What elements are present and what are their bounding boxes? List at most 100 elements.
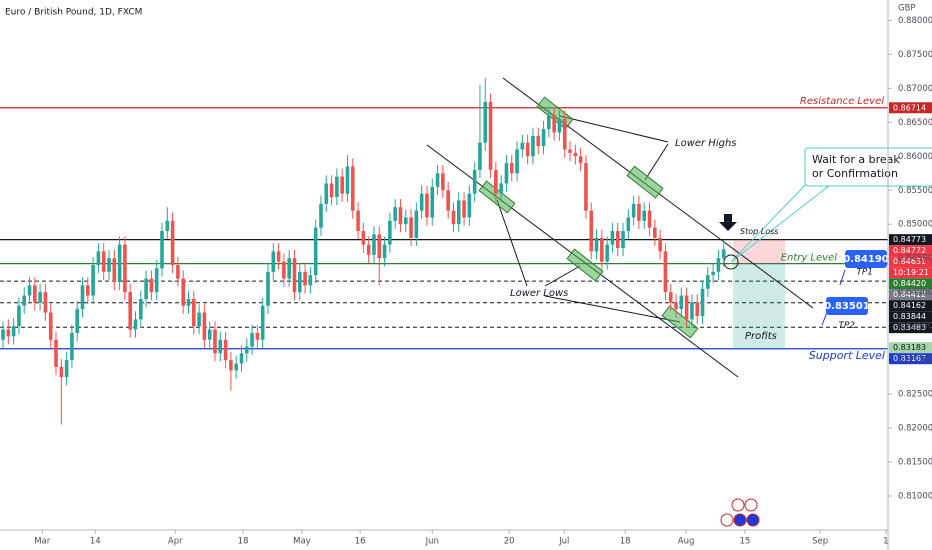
candle-body bbox=[568, 149, 572, 153]
candle-body bbox=[668, 292, 673, 303]
price-label: 0.83483 bbox=[893, 323, 926, 332]
level-name: Support Level bbox=[809, 349, 885, 362]
candle-body bbox=[255, 332, 260, 340]
candle-body bbox=[600, 237, 604, 262]
candle-body bbox=[467, 193, 472, 218]
trend-line bbox=[544, 295, 681, 323]
candle-body bbox=[239, 353, 244, 364]
candle-body bbox=[11, 326, 16, 337]
candle-body bbox=[658, 237, 662, 252]
price-label: 0.84162 bbox=[893, 301, 926, 310]
candle-body bbox=[207, 329, 212, 340]
candle-body bbox=[191, 298, 196, 327]
candle-body bbox=[647, 210, 652, 228]
candle-body bbox=[435, 173, 440, 187]
candle-body bbox=[621, 231, 625, 249]
candle-body bbox=[154, 268, 159, 293]
price-label-box bbox=[889, 289, 932, 301]
candle-body bbox=[80, 285, 85, 310]
candle-body bbox=[409, 217, 413, 238]
candle-body bbox=[626, 217, 631, 232]
candle-body bbox=[711, 271, 715, 276]
candle-body bbox=[292, 258, 297, 293]
candle-body bbox=[350, 166, 355, 211]
candle-body bbox=[149, 278, 154, 293]
candle-body bbox=[223, 339, 228, 361]
y-tick-label: 0.83500 bbox=[898, 322, 932, 332]
candle-body bbox=[181, 278, 185, 306]
candle-body bbox=[160, 231, 164, 269]
candle-body bbox=[483, 101, 488, 143]
candle-body bbox=[229, 360, 233, 371]
candle-body bbox=[456, 200, 461, 225]
price-label-box bbox=[889, 278, 932, 290]
candle-body bbox=[75, 309, 80, 333]
candle-body bbox=[706, 275, 710, 289]
trend-line bbox=[730, 184, 831, 263]
candle-body bbox=[101, 251, 106, 272]
price-label: 0.84412 bbox=[893, 290, 926, 299]
candle-body bbox=[48, 312, 53, 340]
y-tick-label: 0.81500 bbox=[898, 458, 932, 468]
price-label-box bbox=[889, 311, 932, 323]
level-name: TP1 bbox=[856, 268, 873, 278]
candle-body bbox=[345, 166, 350, 194]
candle-body bbox=[366, 244, 371, 255]
candle-body bbox=[303, 271, 307, 286]
trend-line bbox=[644, 143, 669, 181]
candle-body bbox=[377, 234, 382, 259]
y-tick-label: 0.84000 bbox=[898, 288, 932, 298]
candle-body bbox=[6, 329, 11, 337]
price-label-box bbox=[889, 256, 932, 268]
price-label-box bbox=[889, 342, 932, 354]
price-label: 0.86714 bbox=[893, 103, 926, 112]
callout-text: Wait for a break bbox=[812, 153, 900, 166]
candle-body bbox=[425, 193, 429, 218]
trend-line bbox=[559, 115, 669, 143]
candle-body bbox=[573, 152, 578, 157]
annotation: Lower Highs bbox=[675, 138, 737, 149]
pattern-box bbox=[626, 165, 664, 199]
candle-body bbox=[64, 360, 69, 378]
level-name: Resistance Level bbox=[800, 96, 884, 107]
candle-body bbox=[117, 244, 122, 282]
profit-zone bbox=[733, 263, 785, 349]
x-tick-label: 18 bbox=[620, 537, 631, 547]
trend-line bbox=[730, 179, 811, 263]
trend-line bbox=[496, 199, 528, 287]
level-name: Entry Level bbox=[781, 253, 838, 264]
candle-body bbox=[17, 305, 21, 327]
y-tick-label: 0.87500 bbox=[898, 50, 932, 60]
price-label-box bbox=[889, 300, 932, 312]
x-tick-label: 20 bbox=[504, 537, 515, 547]
candle-body bbox=[335, 176, 339, 198]
candle-body bbox=[388, 220, 392, 245]
candle-body bbox=[319, 203, 323, 228]
x-tick-label: 1 bbox=[883, 537, 888, 547]
candle-body bbox=[504, 163, 509, 184]
annotation: Lower Lows bbox=[510, 288, 568, 299]
candle-body bbox=[297, 271, 302, 293]
candle-body bbox=[139, 298, 143, 320]
candle-body bbox=[112, 258, 117, 282]
candle-body bbox=[690, 302, 694, 320]
candle-body bbox=[324, 183, 329, 204]
candle-body bbox=[361, 231, 366, 245]
candle-body bbox=[398, 207, 403, 225]
candle-body bbox=[637, 203, 641, 221]
annotation: Profits bbox=[745, 331, 777, 342]
candle-body bbox=[663, 251, 668, 293]
candle-body bbox=[403, 217, 408, 225]
candle-body bbox=[642, 210, 647, 221]
candle-body bbox=[462, 200, 466, 218]
candle-body bbox=[218, 339, 223, 354]
candle-body bbox=[340, 176, 344, 194]
x-tick-label: Mar bbox=[34, 537, 51, 547]
trend-line bbox=[839, 269, 846, 286]
price-label: 0.83844 bbox=[893, 312, 926, 321]
y-tick-label: 0.88000 bbox=[898, 16, 932, 26]
candle-body bbox=[33, 285, 37, 303]
y-tick-label: 0.81000 bbox=[898, 492, 932, 502]
candle-body bbox=[186, 298, 191, 306]
candle-body bbox=[213, 329, 217, 354]
